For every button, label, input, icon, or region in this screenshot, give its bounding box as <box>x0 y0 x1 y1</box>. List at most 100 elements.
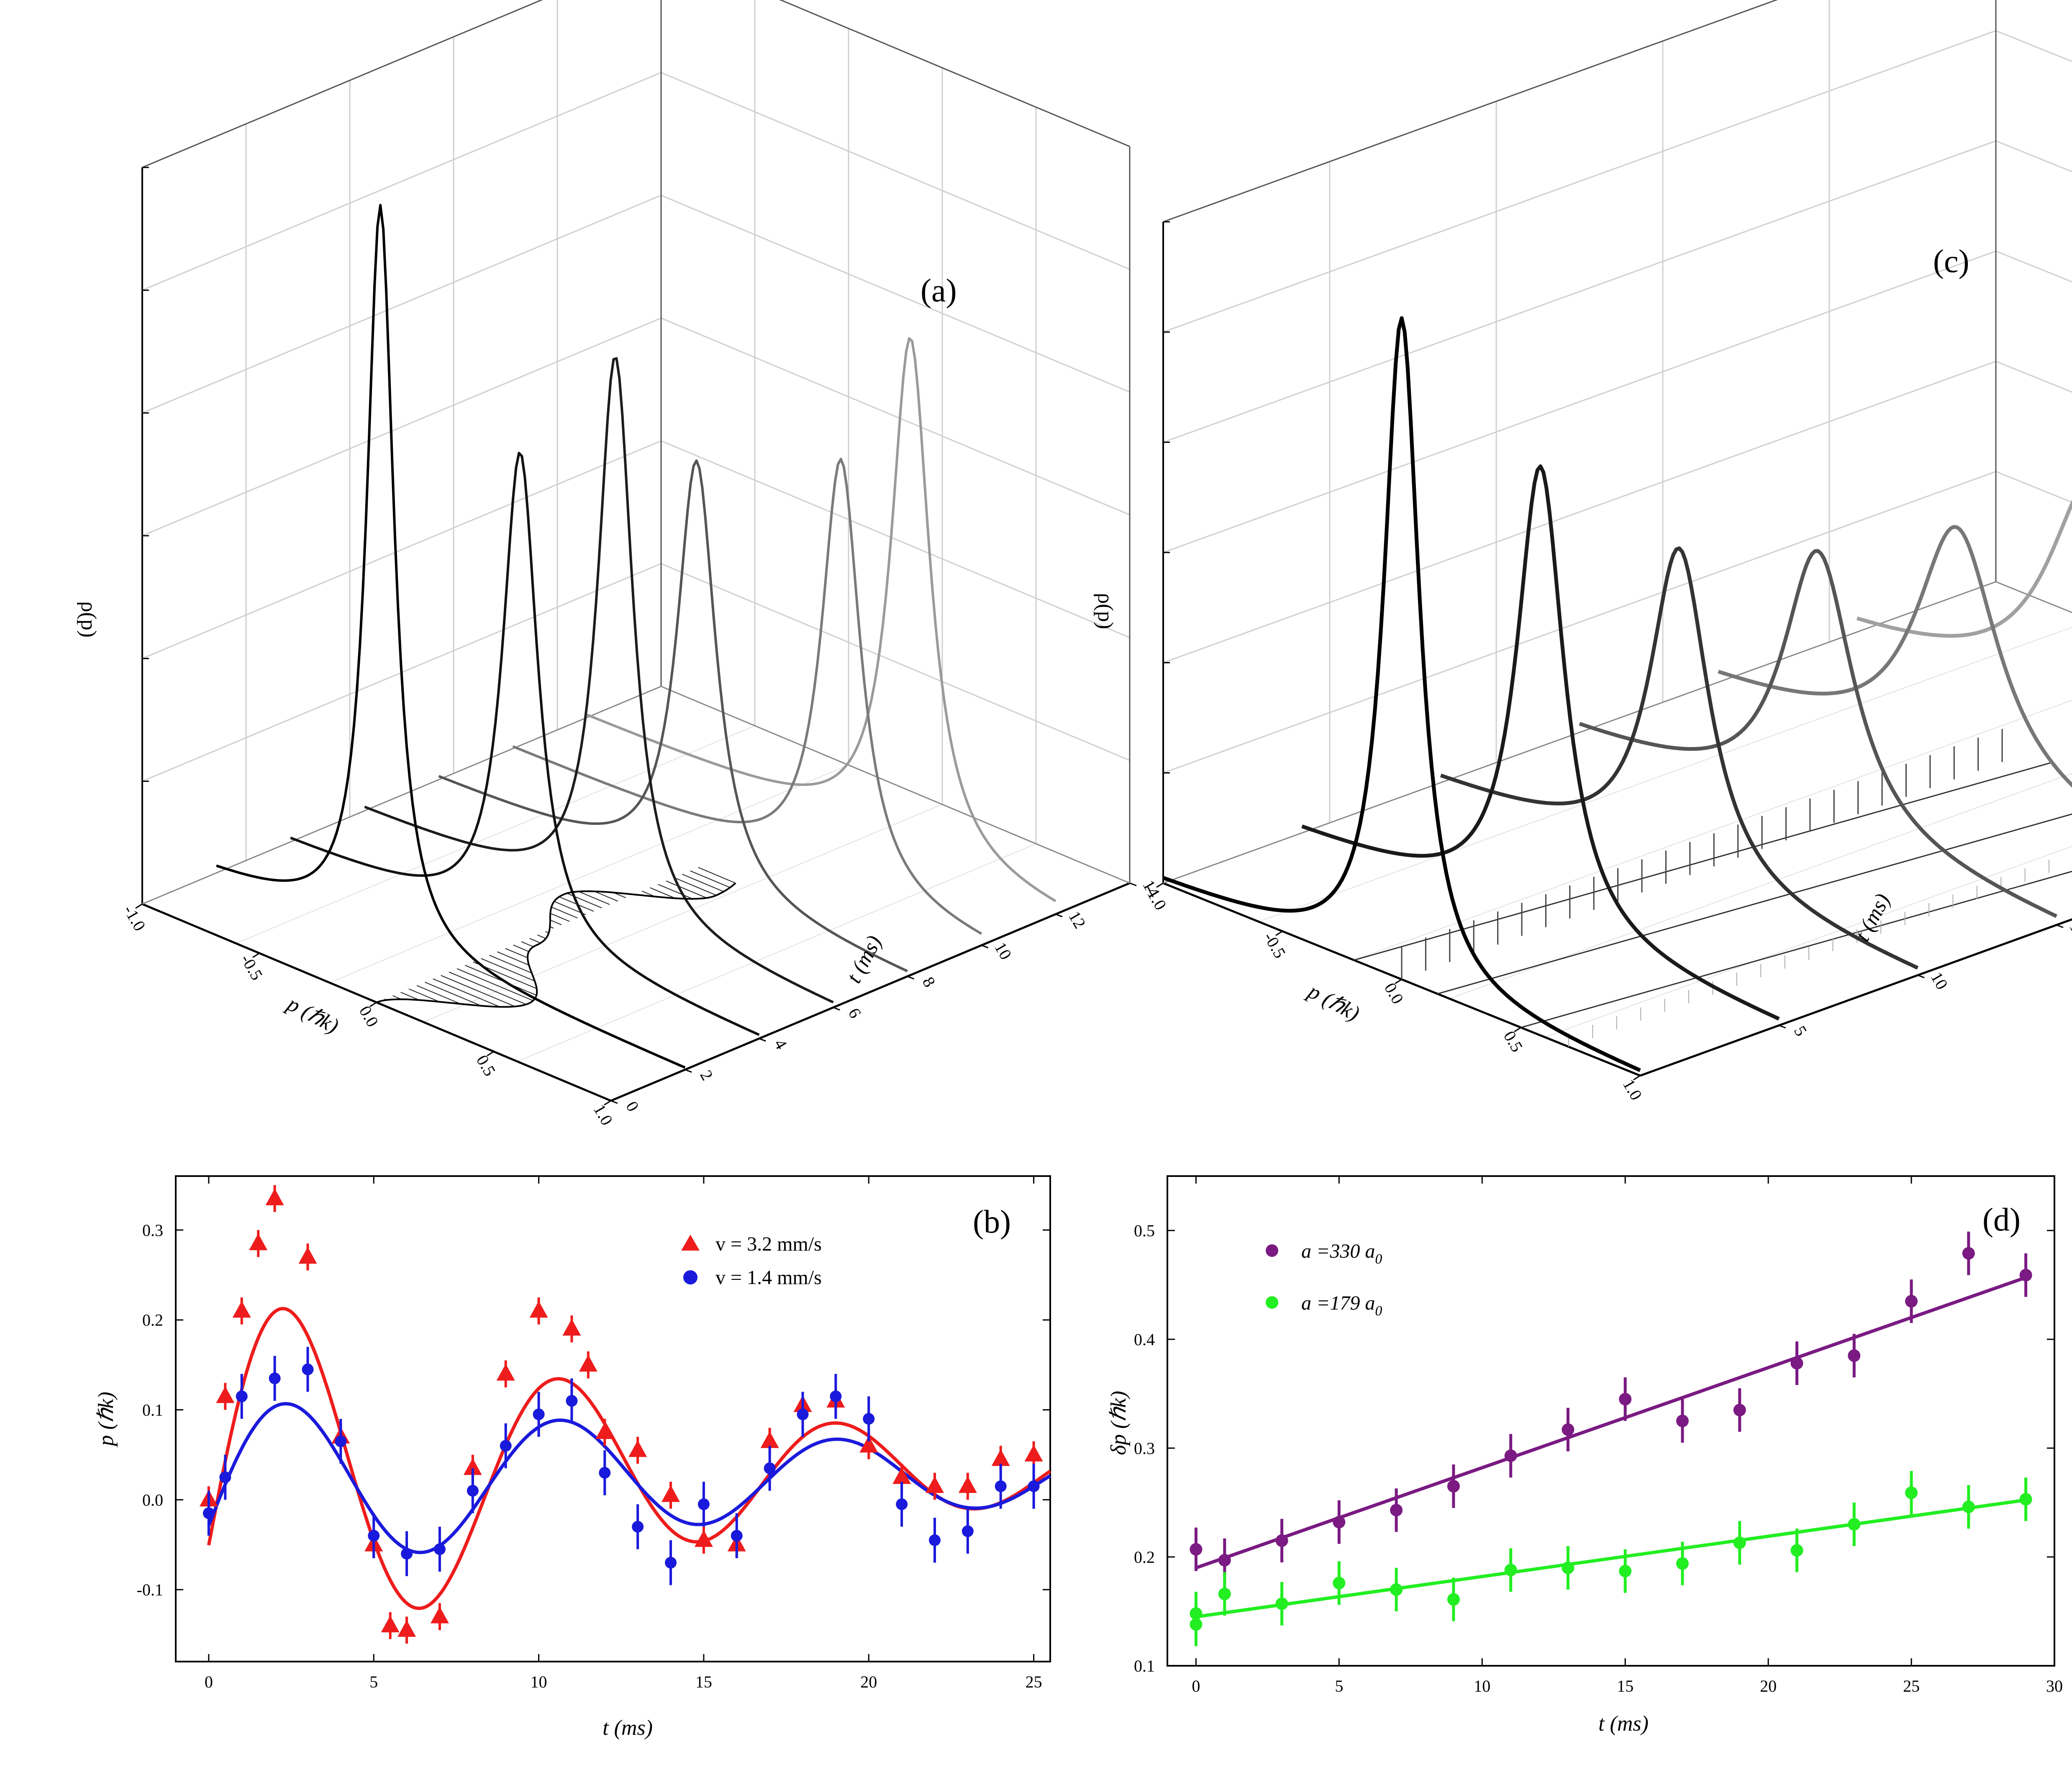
data-point <box>662 1485 680 1502</box>
y-tick-label: 0.1 <box>142 1401 163 1420</box>
x-tick-label: 15 <box>1617 1677 1633 1695</box>
data-point <box>1619 1564 1632 1577</box>
data-point <box>1447 1593 1460 1606</box>
y-tick-label: 0.5 <box>1134 1221 1155 1240</box>
trajectory-hatch <box>559 896 594 912</box>
trajectory-hatch <box>473 961 537 989</box>
data-point <box>928 1534 941 1546</box>
x-tick-label: 0 <box>1192 1677 1200 1695</box>
data-point <box>1190 1618 1203 1631</box>
data-point <box>1848 1518 1861 1531</box>
data-point <box>219 1471 231 1483</box>
floor-grid-line <box>1354 700 2072 961</box>
momentum-distribution-curve <box>1857 499 2072 638</box>
trajectory-hatch <box>513 945 529 952</box>
data-point <box>529 1301 548 1318</box>
data-point <box>1275 1597 1288 1610</box>
data-point <box>1390 1583 1403 1596</box>
t-axis-tick <box>833 1007 840 1011</box>
data-point <box>265 1188 284 1205</box>
data-point <box>896 1498 908 1510</box>
trajectory-hatch <box>529 938 541 944</box>
t-axis-tick <box>1917 974 1925 979</box>
panel-c-label: (c) <box>1933 243 1969 279</box>
data-point <box>335 1435 347 1447</box>
panel-b-legend: v = 3.2 mm/s v = 1.4 mm/s <box>681 1233 822 1289</box>
data-point <box>232 1301 251 1318</box>
legend-green-circle-marker <box>1266 1296 1278 1309</box>
t-axis-tick <box>1779 1025 1786 1029</box>
data-point <box>1218 1587 1231 1600</box>
momentum-distribution-curve <box>1301 464 1780 1021</box>
data-point <box>467 1485 479 1497</box>
p-axis-tick <box>1156 882 1164 888</box>
data-point <box>632 1521 644 1533</box>
panel-d-axes-box <box>1167 1175 2055 1667</box>
p-axis-tick <box>135 903 143 909</box>
legend-purple-circle-marker <box>1266 1244 1278 1257</box>
data-point <box>1676 1557 1689 1570</box>
panel-d-legend: a =330 a0 a =179 a0 <box>1266 1240 1382 1319</box>
data-point <box>731 1530 743 1542</box>
panel-a-floor-trajectory <box>376 867 736 1008</box>
trajectory-hatch <box>489 955 532 974</box>
floor-reference-line <box>1437 813 2072 994</box>
data-point <box>269 1372 281 1385</box>
trajectory-hatch <box>433 978 500 1007</box>
data-point <box>1905 1295 1918 1307</box>
fit-line <box>1195 1498 2026 1618</box>
panel-a-zlabel: ρ(p) <box>77 601 100 638</box>
trajectory-curve <box>376 882 736 1008</box>
data-point <box>1390 1504 1403 1517</box>
trajectory-hatch <box>497 951 529 966</box>
panel-c-curves <box>1162 316 2072 1072</box>
data-point <box>401 1548 413 1560</box>
floor-back-edge <box>1163 581 1996 884</box>
data-point <box>381 1616 400 1633</box>
data-point <box>599 1467 611 1479</box>
panel-b-fits <box>207 1307 1051 1610</box>
trajectory-hatch <box>416 985 461 1004</box>
x-tick-label: 10 <box>1474 1677 1490 1695</box>
data-point <box>665 1557 677 1569</box>
data-point <box>1333 1577 1346 1590</box>
panel-b: 0 5 10 15 20 25 -0.1 0.0 0.1 0.2 0.3 (b) t (ms) p … <box>94 1175 1051 1740</box>
panel-b-points <box>199 1185 1043 1644</box>
trajectory-hatch <box>408 988 440 1002</box>
y-tick-label: -0.1 <box>137 1580 163 1599</box>
p-axis-tick <box>1514 1027 1521 1033</box>
data-point <box>203 1507 215 1519</box>
panel-d: 0 5 10 15 20 25 30 0.1 0.2 0.3 0.4 0.5 (d) t (ms) δ… <box>1107 1175 2063 1736</box>
y-tick-label: 0.2 <box>1134 1548 1155 1567</box>
momentum-distribution-curve <box>1718 525 2072 788</box>
trajectory-hatch <box>550 913 570 922</box>
data-point <box>962 1525 974 1537</box>
floor-grid-line <box>329 765 849 983</box>
trajectory-hatch <box>650 887 675 899</box>
data-point <box>863 1413 875 1425</box>
panel-a-frame <box>141 0 1131 1102</box>
panel-b-ylabel: p (ℏk) <box>94 1392 118 1448</box>
t-axis-tick <box>610 1100 618 1104</box>
t-axis-tick <box>1129 882 1137 886</box>
t-axis-tick <box>907 976 915 980</box>
data-point <box>1190 1543 1203 1556</box>
fit-curve <box>207 1402 1051 1554</box>
trajectory-hatch <box>505 948 528 958</box>
p-axis-tick <box>1395 979 1402 984</box>
data-point <box>236 1390 248 1403</box>
floor-reference-line <box>1521 871 2072 1028</box>
t-axis-tick <box>1055 913 1063 917</box>
floor-grid-line <box>236 725 755 944</box>
trajectory-hatch <box>449 971 526 1005</box>
data-point <box>397 1620 416 1637</box>
data-point <box>496 1364 515 1381</box>
panel-b-label: (b) <box>973 1203 1011 1240</box>
data-point <box>991 1449 1010 1466</box>
y-tick-label: 0.1 <box>1134 1657 1155 1675</box>
data-point <box>1024 1444 1043 1462</box>
momentum-distribution-curve <box>1162 316 1641 1072</box>
data-point <box>925 1476 944 1493</box>
